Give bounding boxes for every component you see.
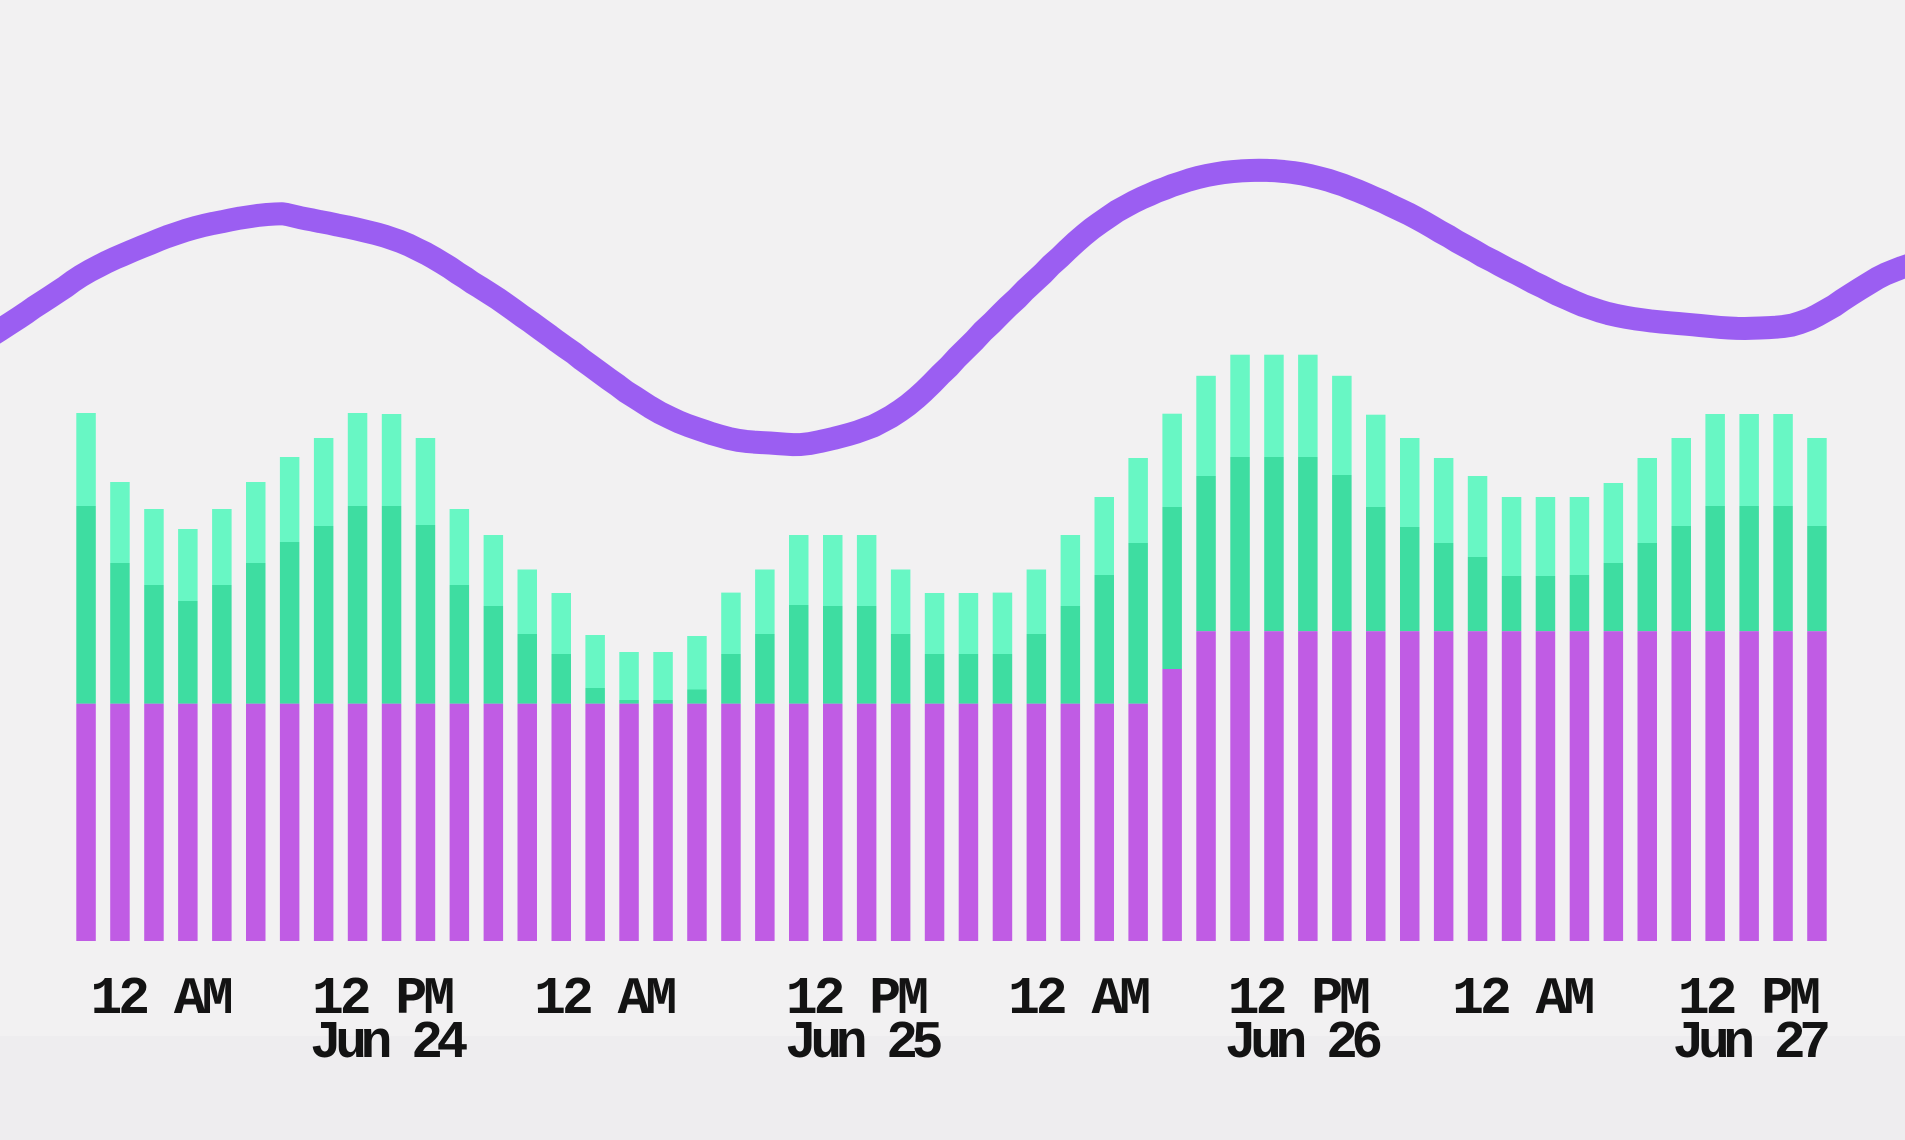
svg-text:12 AM: 12 AM bbox=[1452, 969, 1593, 1029]
svg-text:Jun 25: Jun 25 bbox=[785, 1013, 942, 1073]
svg-text:12 PM: 12 PM bbox=[1228, 969, 1369, 1029]
svg-text:12 PM: 12 PM bbox=[1678, 969, 1819, 1029]
svg-text:Jun 26: Jun 26 bbox=[1225, 1013, 1381, 1073]
svg-text:12 AM: 12 AM bbox=[90, 969, 231, 1029]
svg-text:12 AM: 12 AM bbox=[534, 969, 675, 1029]
svg-text:12 AM: 12 AM bbox=[1008, 969, 1149, 1029]
svg-text:Jun 27: Jun 27 bbox=[1673, 1013, 1829, 1073]
svg-text:12 PM: 12 PM bbox=[786, 969, 927, 1029]
svg-text:Jun 24: Jun 24 bbox=[310, 1013, 468, 1073]
svg-text:12 PM: 12 PM bbox=[312, 969, 453, 1029]
